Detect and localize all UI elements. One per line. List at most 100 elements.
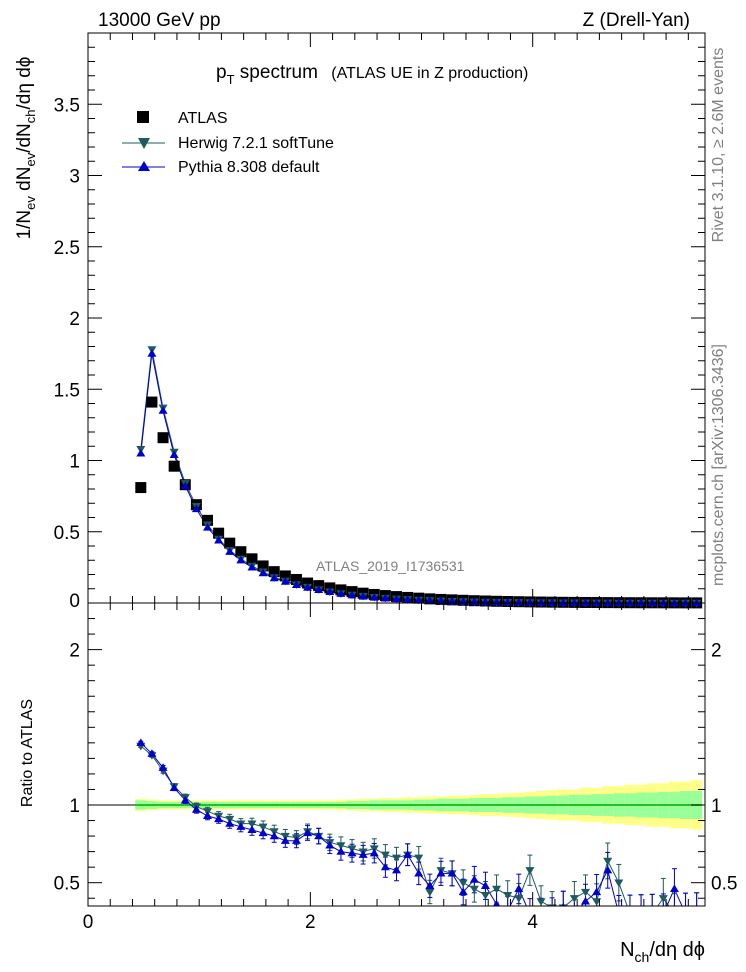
main-point-atlas (302, 577, 314, 589)
main-point-pythia (203, 522, 213, 531)
ratio-point-pythia (503, 906, 512, 914)
main-point-pythia (336, 589, 346, 597)
main-point-atlas (168, 460, 180, 472)
main-point-pythia (647, 598, 657, 607)
ratio-point-pythia (147, 749, 157, 757)
ratio-point-herwig (336, 842, 346, 850)
ratio-point-pythia (225, 819, 235, 827)
x-tick-label: 2 (305, 912, 316, 933)
main-point-pythia (503, 597, 513, 606)
ratio-point-pythia (169, 783, 179, 792)
header-right: Z (Drell-Yan) (583, 10, 690, 31)
legend: ATLAS Herwig 7.2.1 softTune Pythia 8.308… (122, 110, 334, 176)
ratio-point-pythia (258, 828, 268, 837)
ratio-y-tick-label-right: 2 (711, 641, 722, 662)
ratio-point-pythia (280, 836, 290, 844)
ratio-point-pythia (214, 814, 224, 823)
main-point-pythia (258, 568, 268, 577)
ratio-y-tick-label-right: 1 (711, 796, 722, 817)
legend-label-herwig: Herwig 7.2.1 softTune (178, 135, 334, 152)
header-left: 13000 GeV pp (98, 10, 221, 31)
main-point-atlas (268, 566, 280, 578)
ratio-point-pythia (136, 738, 146, 746)
ratio-point-pythia (603, 865, 613, 874)
main-point-pythia (303, 583, 313, 591)
main-point-pythia (225, 547, 235, 555)
main-point-pythia (169, 450, 179, 458)
ratio-point-pythia (347, 848, 357, 857)
ratio-point-herwig (247, 820, 257, 829)
analysis-watermark: ATLAS_2019_I1736531 (316, 558, 465, 574)
main-point-atlas (135, 482, 147, 494)
ratio-point-herwig (648, 911, 657, 919)
ratio-point-pythia (580, 896, 590, 905)
ylabel-part-2: dN (14, 167, 35, 197)
x-axis-label: Nch/dη dϕ (620, 939, 705, 965)
legend-label-pythia: Pythia 8.308 default (178, 159, 320, 176)
ratio-point-pythia (659, 909, 668, 917)
main-point-atlas (146, 396, 158, 408)
ratio-point-pythia (625, 909, 634, 917)
main-point-pythia (558, 598, 568, 606)
main-y-zero-label: 0 (69, 591, 80, 612)
ratio-point-pythia (681, 909, 690, 917)
legend-label-atlas: ATLAS (178, 110, 228, 127)
ratio-plot-marks (136, 738, 701, 919)
ratio-point-herwig (392, 854, 401, 863)
main-point-pythia (236, 555, 246, 564)
ratio-point-herwig (569, 895, 579, 903)
ratio-point-pythia (637, 909, 646, 917)
ratio-point-pythia (469, 875, 479, 883)
ratio-point-herwig (692, 911, 701, 919)
ratio-point-pythia (191, 805, 201, 813)
ratio-y-tick-label-right: 0.5 (711, 874, 737, 895)
main-point-pythia (625, 598, 635, 607)
plot-title-sub: T (227, 72, 235, 87)
ratio-point-herwig (681, 911, 690, 919)
main-y-tick-label: 2.5 (54, 238, 80, 259)
ratio-point-pythia (514, 884, 524, 893)
ratio-point-herwig (580, 888, 590, 897)
ratio-point-pythia (236, 822, 246, 830)
main-point-pythia (525, 597, 535, 606)
main-point-pythia (569, 598, 579, 606)
ratio-point-herwig (258, 823, 268, 832)
main-point-pythia (547, 598, 557, 606)
ratio-point-herwig (614, 879, 624, 888)
ratio-plot-frame (87, 602, 706, 907)
ratio-point-herwig (458, 879, 468, 888)
main-point-pythia (191, 504, 201, 513)
main-point-pythia (636, 598, 646, 607)
ratio-point-herwig (592, 898, 602, 906)
ratio-point-pythia (414, 868, 424, 877)
main-point-pythia (536, 598, 546, 606)
ratio-point-pythia (403, 850, 413, 858)
main-point-pythia (592, 598, 602, 606)
ratio-point-herwig (525, 867, 535, 875)
main-point-pythia (136, 448, 146, 457)
main-y-tick-label: 3 (69, 167, 80, 188)
ratio-point-herwig (503, 891, 513, 900)
ratio-y-axis: 0.5 0.5 1 1 2 2 (54, 618, 737, 899)
main-point-atlas (279, 570, 291, 582)
xlabel-part-1: ch (635, 949, 650, 965)
legend-marker-atlas (137, 111, 149, 123)
ratio-point-pythia (458, 887, 468, 896)
main-point-pythia (658, 598, 668, 607)
plot-title-rest: spectrum (235, 62, 318, 83)
main-point-atlas (257, 560, 269, 572)
main-y-tick-label: 3.5 (54, 95, 80, 116)
main-point-atlas (290, 573, 302, 585)
ratio-point-herwig (469, 885, 479, 894)
ratio-point-pythia (570, 909, 579, 917)
main-point-pythia (669, 598, 679, 607)
main-y-label: 1/Nev dNev/dNch/dη dϕ (14, 57, 38, 240)
main-y-tick-label: 2 (69, 309, 80, 330)
main-point-atlas (246, 553, 258, 565)
main-y-tick-label: 0.5 (54, 523, 80, 544)
rivet-label: Rivet 3.1.10, ≥ 2.6M events (710, 48, 727, 243)
ratio-line-pythia (140, 742, 683, 906)
ratio-point-pythia (480, 881, 490, 889)
main-point-pythia (269, 573, 279, 582)
